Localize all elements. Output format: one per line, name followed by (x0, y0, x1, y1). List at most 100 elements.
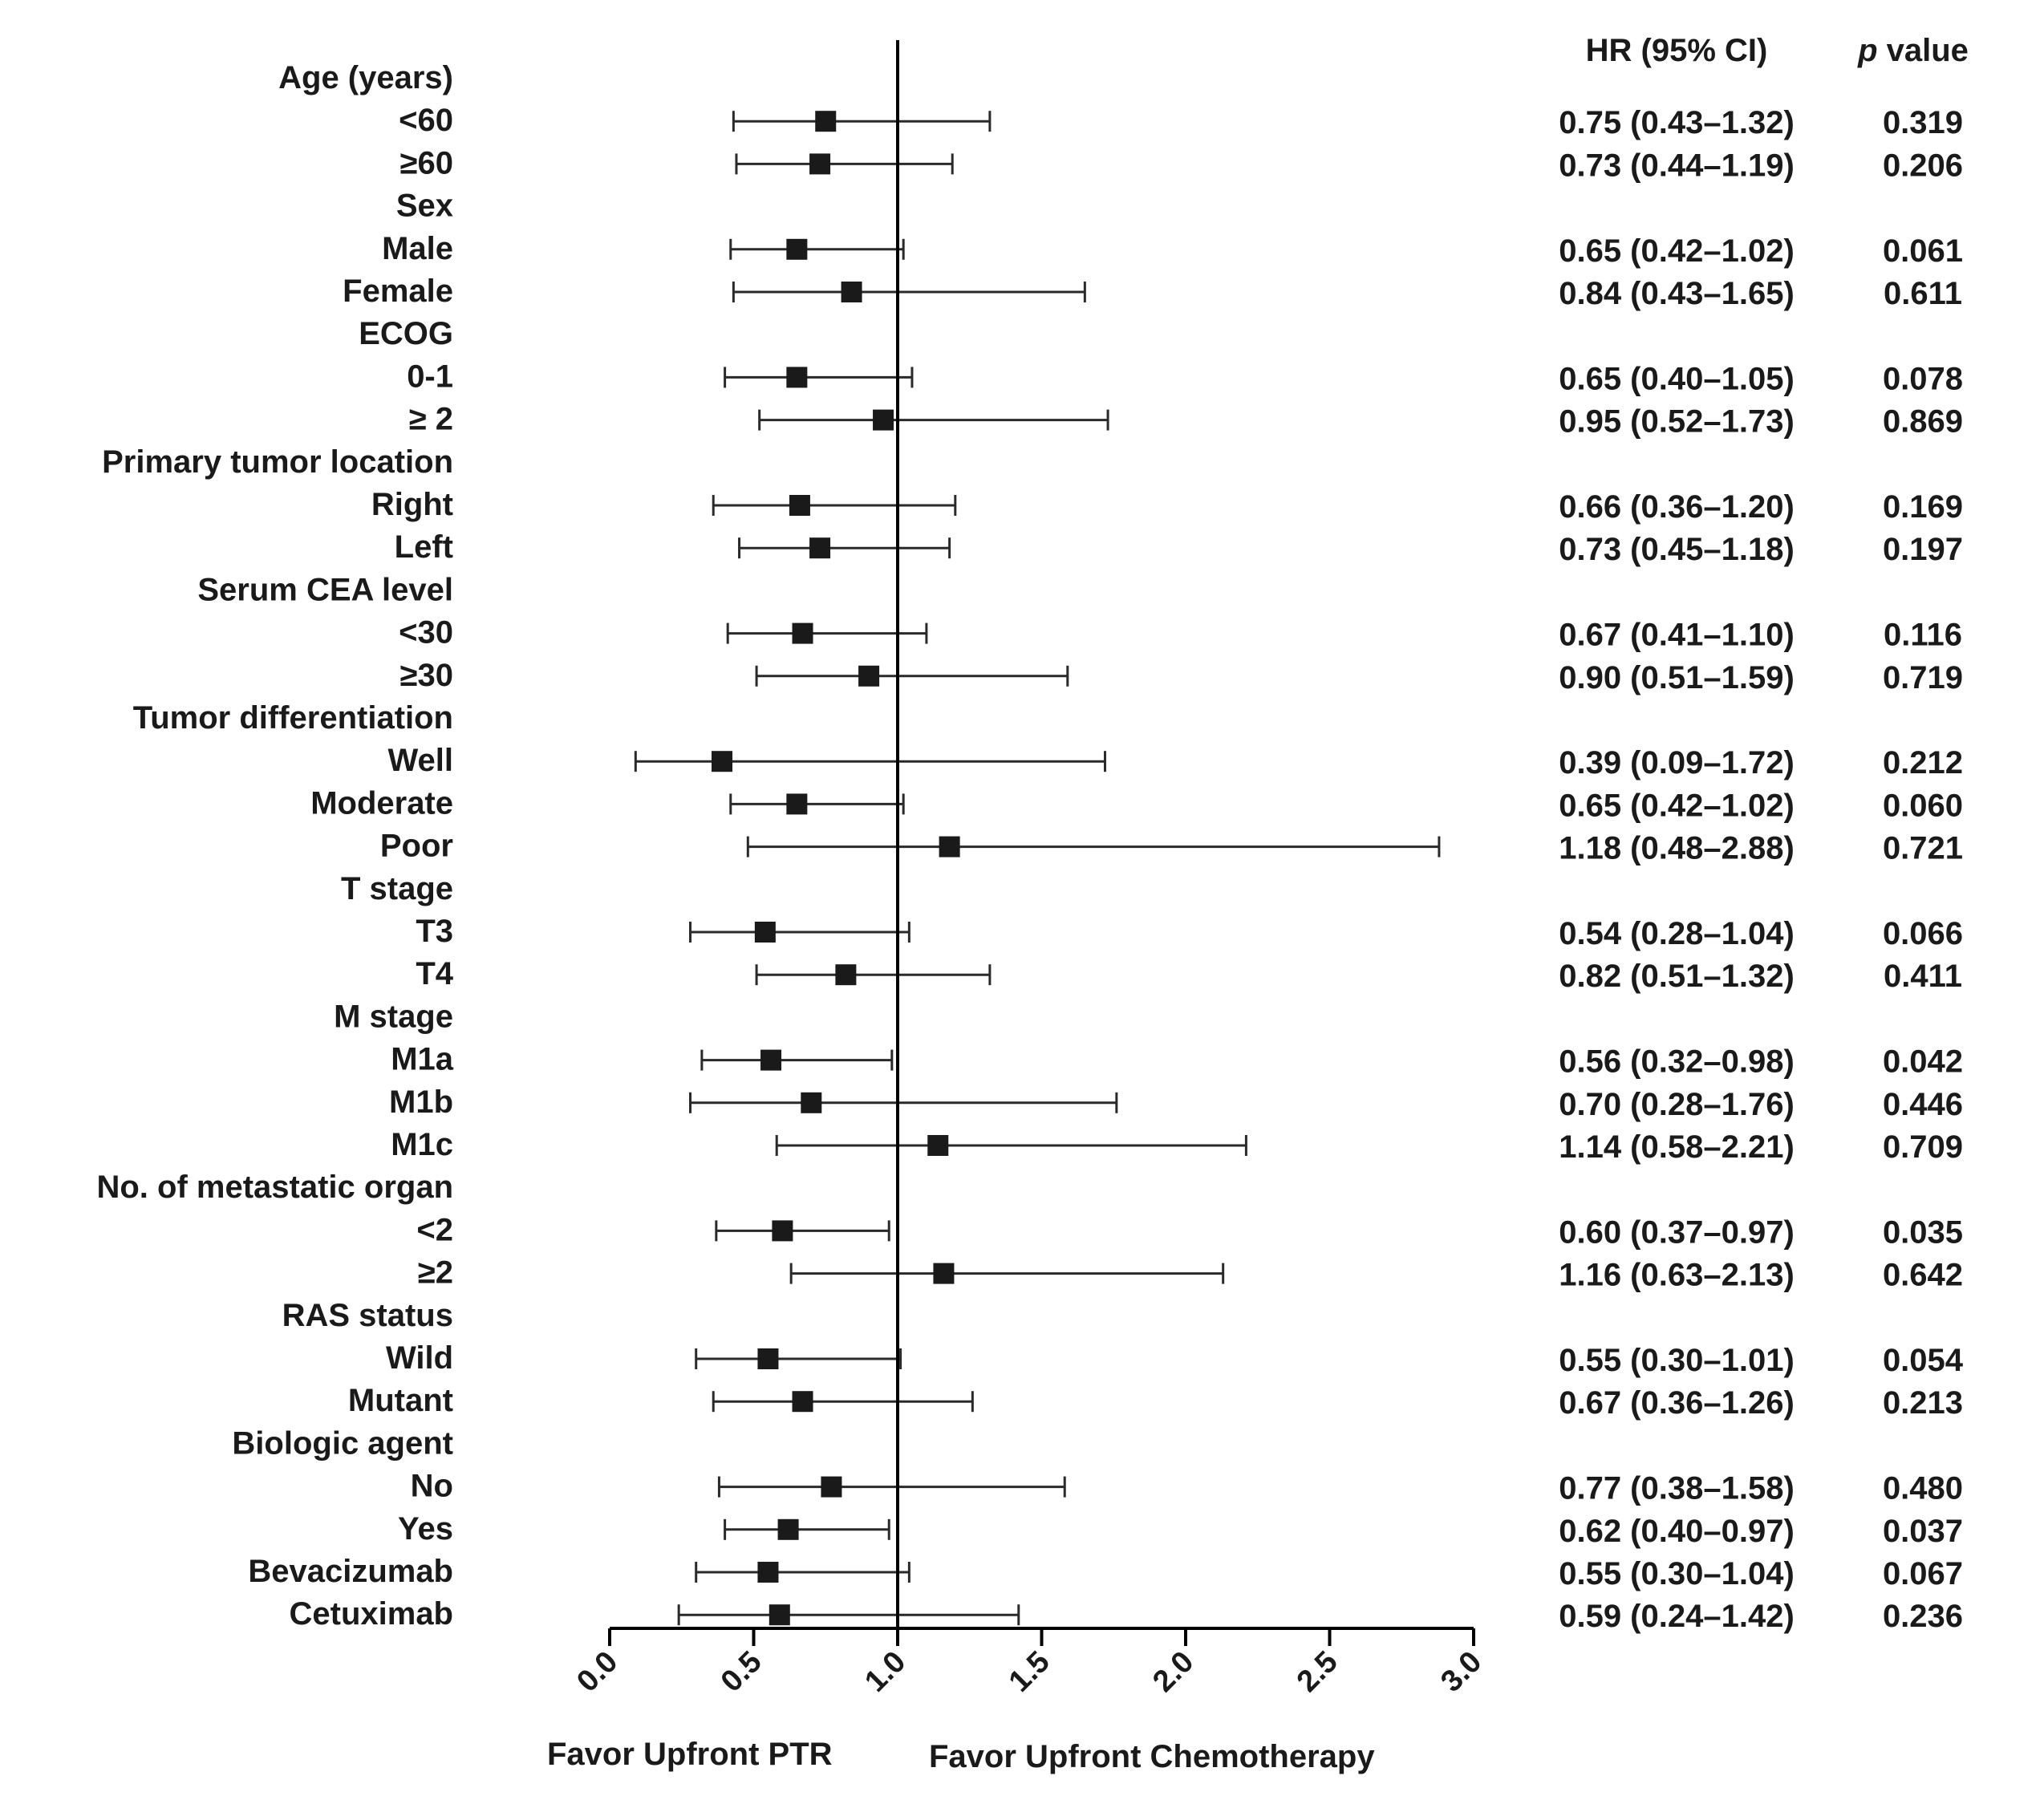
p-value: 0.611 (1884, 276, 1962, 311)
p-italic: p (1857, 33, 1877, 68)
p-value: 0.035 (1883, 1214, 1963, 1250)
group-label: ECOG (359, 316, 453, 351)
subgroup-label: Left (395, 529, 453, 565)
hr-ci-text: 1.14 (0.58–2.21) (1559, 1129, 1795, 1165)
group-label: M stage (334, 999, 453, 1034)
p-value: 0.721 (1883, 831, 1963, 866)
group-label: Biologic agent (232, 1425, 453, 1461)
subgroup-label: Cetuximab (290, 1596, 454, 1632)
hr-marker (786, 793, 808, 815)
hr-ci-text: 0.95 (0.52–1.73) (1559, 404, 1795, 440)
subgroup-label: ≥ 2 (409, 402, 453, 437)
hr-ci-text: 0.65 (0.42–1.02) (1559, 788, 1795, 823)
hr-ci-text: 0.67 (0.36–1.26) (1559, 1385, 1795, 1421)
subgroup-label: <2 (416, 1212, 453, 1247)
hr-ci-text: 0.70 (0.28–1.76) (1559, 1087, 1795, 1122)
x-tick-label: 0.5 (715, 1645, 769, 1699)
group-label: RAS status (282, 1298, 453, 1333)
hr-marker (792, 622, 813, 644)
p-value: 0.042 (1883, 1044, 1963, 1080)
hr-marker (801, 1092, 822, 1113)
p-values: 0.319 0.206 0.061 0.611 0.078 0.869 0.169 0.197… (1883, 105, 1964, 1634)
hr-marker (927, 1135, 949, 1156)
hr-ci-text: 1.18 (0.48–2.88) (1559, 831, 1795, 866)
subgroup-label: ≥60 (400, 145, 453, 180)
subgroup-label: T4 (416, 956, 453, 991)
hr-ci-values: 0.75 (0.43–1.32) 0.73 (0.44–1.19) 0.65 (0.… (1559, 105, 1795, 1634)
subgroup-label: Wild (386, 1340, 453, 1376)
subgroup-label: M1a (391, 1042, 454, 1077)
hr-ci-text: 0.77 (0.38–1.58) (1559, 1471, 1795, 1506)
hr-marker (835, 964, 857, 986)
hr-marker (815, 111, 837, 132)
group-label: Age (years) (278, 60, 453, 95)
subgroup-label: Right (371, 487, 453, 522)
p-value: 0.060 (1883, 788, 1963, 823)
subgroup-label: ≥2 (418, 1255, 453, 1291)
hr-ci-text: 0.60 (0.37–0.97) (1559, 1214, 1795, 1250)
subgroup-label: Moderate (310, 785, 453, 821)
p-value: 0.054 (1883, 1343, 1964, 1378)
subgroup-label: Well (387, 743, 453, 778)
subgroup-label: M1b (389, 1084, 453, 1120)
hr-ci-text: 0.82 (0.51–1.32) (1559, 959, 1795, 994)
group-label: Primary tumor location (102, 444, 453, 480)
p-value: 0.116 (1884, 618, 1962, 653)
hr-marker (933, 1263, 955, 1284)
hr-ci-text: 0.73 (0.44–1.19) (1559, 148, 1795, 183)
hr-marker (789, 495, 810, 516)
hr-ci-text: 0.59 (0.24–1.42) (1559, 1599, 1795, 1634)
x-tick-label: 2.5 (1291, 1645, 1344, 1699)
subgroup-label: Female (343, 274, 453, 309)
subgroup-label: Male (382, 231, 453, 266)
hr-marker (809, 537, 831, 559)
hr-ci-header: HR (95% CI) (1586, 33, 1768, 68)
hr-marker (939, 836, 960, 857)
hr-ci-text: 0.54 (0.28–1.04) (1559, 916, 1795, 951)
p-value: 0.066 (1883, 916, 1963, 951)
subgroup-label: No (411, 1469, 453, 1504)
footer-left: Favor Upfront PTR (547, 1737, 833, 1772)
p-value: 0.213 (1883, 1385, 1963, 1421)
hr-marker (786, 367, 808, 388)
hr-marker (712, 751, 733, 772)
hr-marker (873, 409, 894, 431)
subgroup-label: <60 (399, 103, 453, 138)
hr-marker (772, 1220, 793, 1242)
group-label: Tumor differentiation (133, 700, 453, 736)
x-tick-label: 3.0 (1434, 1645, 1488, 1699)
p-value: 0.236 (1883, 1599, 1963, 1634)
ci-whiskers (634, 111, 1441, 1626)
footer-right: Favor Upfront Chemotherapy (929, 1739, 1375, 1774)
p-value: 0.642 (1883, 1258, 1963, 1293)
x-tick-label: 1.0 (858, 1645, 912, 1699)
subgroup-label: Bevacizumab (248, 1554, 453, 1589)
hr-marker (858, 665, 880, 687)
p-value: 0.197 (1883, 532, 1963, 567)
subgroup-label: <30 (399, 615, 453, 651)
hr-ci-text: 0.39 (0.09–1.72) (1559, 745, 1795, 780)
p-value: 0.480 (1883, 1471, 1963, 1506)
hr-marker (757, 1562, 779, 1583)
group-label: T stage (341, 871, 453, 906)
x-tick-label: 1.5 (1003, 1645, 1056, 1699)
hr-marker (841, 282, 862, 302)
x-axis: 0.0 0.5 1.0 1.5 2.0 2.5 3.0 (570, 1627, 1488, 1699)
hr-ci-text: 0.65 (0.40–1.05) (1559, 361, 1795, 396)
x-tick-label: 2.0 (1146, 1645, 1200, 1699)
hr-ci-text: 0.56 (0.32–0.98) (1559, 1044, 1795, 1080)
hr-ci-text: 0.66 (0.36–1.20) (1559, 489, 1795, 525)
hr-marker (754, 922, 776, 943)
hr-ci-text: 0.55 (0.30–1.04) (1559, 1556, 1795, 1591)
p-value: 0.869 (1883, 404, 1963, 440)
hr-ci-text: 0.67 (0.41–1.10) (1559, 618, 1795, 653)
hr-marker (769, 1604, 790, 1626)
group-label: Serum CEA level (197, 572, 453, 607)
hr-ci-text: 0.65 (0.42–1.02) (1559, 233, 1795, 269)
hr-markers (712, 111, 960, 1626)
p-value: 0.319 (1883, 105, 1963, 140)
subgroup-label: Mutant (348, 1383, 453, 1418)
subgroup-label: Yes (398, 1511, 453, 1547)
hr-ci-text: 1.16 (0.63–2.13) (1559, 1258, 1795, 1293)
